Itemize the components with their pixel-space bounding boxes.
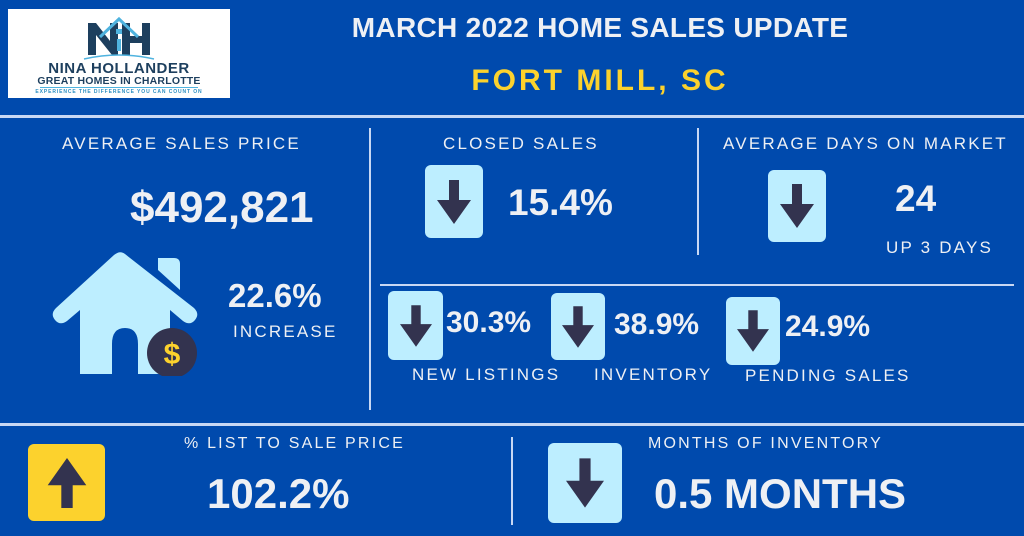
closed-sales-label: CLOSED SALES [443, 134, 599, 153]
days-on-market-label: AVERAGE DAYS ON MARKET [723, 134, 1008, 153]
arrow-down-icon [437, 179, 471, 224]
divider-bottom [0, 423, 1024, 426]
arrow-up-icon [47, 457, 86, 508]
list-to-sale-label: % LIST TO SALE PRICE [184, 435, 405, 452]
house-dollar-icon: $ [52, 252, 198, 376]
page-title: MARCH 2022 HOME SALES UPDATE [351, 12, 849, 43]
arrow-down-icon [780, 184, 814, 228]
arrow-down-icon [399, 304, 432, 347]
arrow-down-icon [566, 458, 604, 508]
closed-sales-value: 15.4% [508, 182, 613, 223]
divider-vertical-right [697, 128, 699, 255]
inventory-arrow-box [551, 293, 605, 360]
list-to-sale-arrow-box [28, 444, 105, 521]
nh-house-logo-icon [83, 16, 155, 60]
pending-sales-value: 24.9% [785, 310, 871, 343]
avg-sales-price-change-label: INCREASE [233, 322, 338, 341]
inventory-value: 38.9% [614, 308, 700, 341]
new-listings-arrow-box [388, 291, 443, 360]
logo-divider [40, 87, 198, 88]
location-subtitle: FORT MILL, SC [471, 64, 729, 97]
divider-mid [380, 284, 1014, 286]
closed-sales-arrow-box [425, 165, 483, 238]
arrow-down-icon [562, 305, 594, 348]
months-inventory-value: 0.5 MONTHS [654, 470, 907, 517]
avg-sales-price-change: 22.6% [228, 277, 322, 314]
logo-subtitle: GREAT HOMES IN CHARLOTTE [37, 75, 201, 87]
new-listings-label: NEW LISTINGS [412, 365, 561, 384]
list-to-sale-value: 102.2% [207, 470, 350, 517]
months-inventory-arrow-box [548, 443, 622, 523]
avg-sales-price-value: $492,821 [130, 183, 314, 232]
arrow-down-icon [737, 310, 769, 352]
divider-vertical-left [369, 128, 371, 410]
inventory-label: INVENTORY [594, 365, 713, 384]
logo-tagline: EXPERIENCE THE DIFFERENCE YOU CAN COUNT … [35, 89, 203, 95]
new-listings-value: 30.3% [446, 306, 532, 339]
days-on-market-sub: UP 3 DAYS [886, 238, 994, 257]
pending-sales-arrow-box [726, 297, 780, 365]
divider-vertical-bottom [511, 437, 513, 525]
months-inventory-label: MONTHS OF INVENTORY [648, 435, 884, 452]
avg-sales-price-label: AVERAGE SALES PRICE [62, 134, 301, 153]
pending-sales-label: PENDING SALES [745, 366, 911, 385]
logo-name: NINA HOLLANDER [48, 60, 190, 77]
days-on-market-arrow-box [768, 170, 826, 242]
logo: NINA HOLLANDER GREAT HOMES IN CHARLOTTE … [8, 9, 230, 98]
svg-text:$: $ [164, 338, 181, 371]
days-on-market-value: 24 [895, 178, 937, 219]
divider-top [0, 115, 1024, 118]
